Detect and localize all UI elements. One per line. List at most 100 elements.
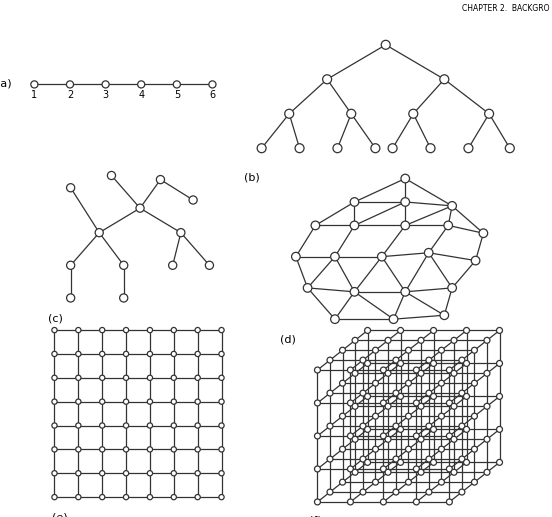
Circle shape bbox=[447, 499, 452, 505]
Text: 3: 3 bbox=[103, 90, 109, 100]
Circle shape bbox=[99, 375, 105, 381]
Circle shape bbox=[315, 466, 320, 472]
Circle shape bbox=[385, 469, 391, 475]
Circle shape bbox=[171, 470, 177, 476]
Circle shape bbox=[464, 144, 473, 153]
Circle shape bbox=[339, 380, 346, 386]
Circle shape bbox=[52, 327, 57, 333]
Circle shape bbox=[459, 390, 465, 396]
Circle shape bbox=[66, 81, 73, 88]
Circle shape bbox=[195, 423, 200, 428]
Circle shape bbox=[426, 456, 432, 462]
Circle shape bbox=[447, 433, 452, 439]
Circle shape bbox=[381, 40, 390, 49]
Circle shape bbox=[99, 327, 105, 333]
Circle shape bbox=[99, 352, 105, 357]
Text: (f): (f) bbox=[309, 515, 322, 517]
Circle shape bbox=[99, 470, 105, 476]
Circle shape bbox=[331, 315, 339, 324]
Circle shape bbox=[347, 433, 353, 439]
Circle shape bbox=[447, 367, 452, 373]
Circle shape bbox=[418, 436, 424, 442]
Circle shape bbox=[333, 144, 342, 153]
Circle shape bbox=[136, 204, 144, 212]
Circle shape bbox=[171, 352, 177, 357]
Circle shape bbox=[76, 494, 81, 500]
Circle shape bbox=[339, 446, 346, 452]
Circle shape bbox=[373, 479, 379, 485]
Circle shape bbox=[397, 427, 404, 432]
Circle shape bbox=[438, 446, 444, 452]
Circle shape bbox=[219, 494, 224, 500]
Circle shape bbox=[315, 433, 320, 439]
Circle shape bbox=[471, 380, 477, 386]
Circle shape bbox=[360, 423, 366, 429]
Circle shape bbox=[393, 489, 399, 495]
Circle shape bbox=[52, 494, 57, 500]
Circle shape bbox=[406, 413, 411, 419]
Circle shape bbox=[95, 229, 103, 237]
Circle shape bbox=[406, 446, 411, 452]
Circle shape bbox=[459, 456, 465, 462]
Circle shape bbox=[444, 221, 453, 230]
Circle shape bbox=[471, 446, 477, 452]
Circle shape bbox=[147, 470, 152, 476]
Circle shape bbox=[31, 81, 38, 88]
Text: 6: 6 bbox=[209, 90, 215, 100]
Circle shape bbox=[76, 352, 81, 357]
Circle shape bbox=[484, 469, 490, 475]
Circle shape bbox=[385, 338, 391, 343]
Circle shape bbox=[350, 197, 359, 206]
Circle shape bbox=[168, 261, 177, 269]
Circle shape bbox=[76, 470, 81, 476]
Circle shape bbox=[464, 360, 470, 367]
Circle shape bbox=[471, 347, 477, 353]
Circle shape bbox=[339, 347, 346, 353]
Circle shape bbox=[52, 399, 57, 404]
Circle shape bbox=[378, 252, 386, 261]
Circle shape bbox=[171, 399, 177, 404]
Circle shape bbox=[380, 400, 386, 406]
Circle shape bbox=[438, 347, 444, 353]
Circle shape bbox=[147, 423, 152, 428]
Circle shape bbox=[124, 447, 129, 452]
Circle shape bbox=[388, 144, 397, 153]
Circle shape bbox=[99, 399, 105, 404]
Circle shape bbox=[464, 393, 470, 399]
Circle shape bbox=[219, 399, 224, 404]
Text: (b): (b) bbox=[245, 173, 260, 183]
Circle shape bbox=[52, 423, 57, 428]
Circle shape bbox=[352, 403, 358, 409]
Circle shape bbox=[219, 327, 224, 333]
Circle shape bbox=[413, 466, 420, 472]
Circle shape bbox=[389, 315, 398, 324]
Circle shape bbox=[52, 447, 57, 452]
Text: CHAPTER 2.  BACKGRO: CHAPTER 2. BACKGRO bbox=[461, 4, 549, 13]
Circle shape bbox=[484, 370, 490, 376]
Circle shape bbox=[418, 403, 424, 409]
Circle shape bbox=[385, 403, 391, 409]
Circle shape bbox=[331, 252, 339, 261]
Circle shape bbox=[418, 338, 424, 343]
Circle shape bbox=[291, 252, 300, 261]
Circle shape bbox=[471, 479, 477, 485]
Circle shape bbox=[401, 221, 410, 230]
Circle shape bbox=[413, 433, 420, 439]
Circle shape bbox=[426, 357, 432, 363]
Circle shape bbox=[380, 466, 386, 472]
Circle shape bbox=[108, 172, 115, 179]
Circle shape bbox=[347, 367, 353, 373]
Circle shape bbox=[373, 446, 379, 452]
Circle shape bbox=[173, 81, 181, 88]
Circle shape bbox=[339, 413, 346, 419]
Circle shape bbox=[385, 370, 391, 376]
Circle shape bbox=[195, 399, 200, 404]
Circle shape bbox=[397, 460, 404, 465]
Circle shape bbox=[195, 327, 200, 333]
Circle shape bbox=[327, 456, 333, 462]
Text: 4: 4 bbox=[138, 90, 144, 100]
Circle shape bbox=[171, 375, 177, 381]
Circle shape bbox=[413, 400, 420, 406]
Circle shape bbox=[380, 433, 386, 439]
Circle shape bbox=[350, 221, 359, 230]
